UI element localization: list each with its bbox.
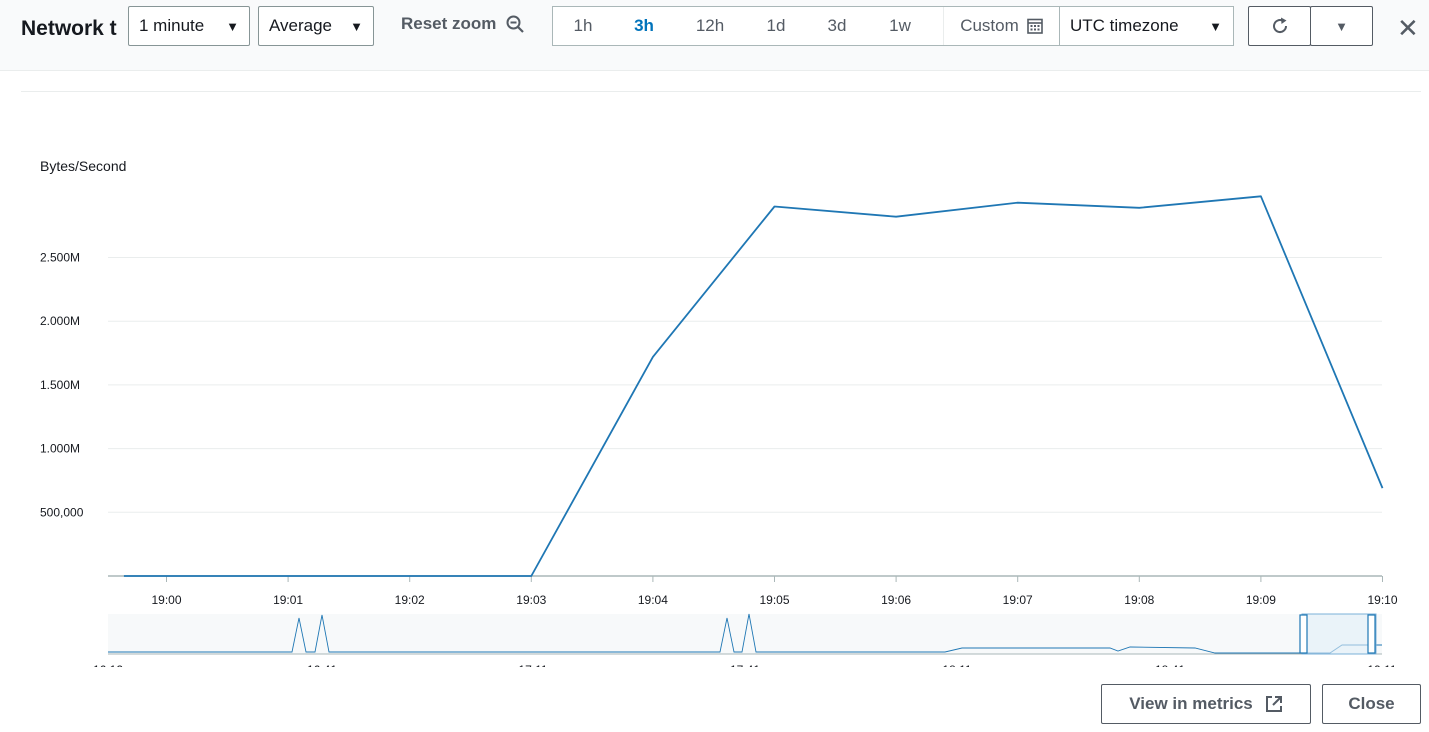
chart-grid [108,257,1382,513]
navigator-label: 18:41 [1155,663,1185,667]
y-tick-label: 500,000 [40,505,84,519]
navigator-right-handle[interactable] [1367,614,1376,654]
navigator-label: 16:12 [93,663,123,667]
x-tick-label: 19:05 [759,593,789,607]
modal-footer: View in metrics Close [0,667,1429,732]
x-axis-ticks: 19:00 19:01 19:02 19:03 19:04 19:05 19:06 19:07… [151,576,1398,607]
time-range-selector: 1h 3h 12h 1d 3d 1w Custom UTC timezone ▼ [552,6,1234,46]
x-tick-label: 19:08 [1124,593,1154,607]
x-tick-label: 19:09 [1246,593,1276,607]
modal-title: Network t [21,17,117,40]
overview-navigator[interactable]: 16:12 16:41 17:11 17:41 18:11 18:41 19:11 [93,613,1397,667]
range-12h[interactable]: 12h [695,16,725,35]
zoom-out-icon [506,15,525,33]
navigator-labels: 16:12 16:41 17:11 17:41 18:11 18:41 19:11 [93,663,1397,667]
x-tick-label: 19:02 [395,593,425,607]
modal-header: Network t 1 minute ▼ Average ▼ Reset zoo… [0,0,1429,71]
external-link-icon [1265,696,1282,712]
y-tick-label: 1.000M [40,442,80,456]
navigator-label: 19:11 [1367,663,1396,667]
refresh-options-button[interactable]: ▼ [1310,6,1373,46]
timezone-value: UTC timezone [1070,16,1179,35]
navigator-label: 17:41 [730,663,760,667]
period-select-value: 1 minute [139,16,205,35]
divider [21,91,1421,92]
x-tick-label: 19:00 [151,593,181,607]
calendar-icon [1026,18,1043,34]
series-line [123,195,1384,577]
statistic-select[interactable]: Average ▼ [258,6,374,46]
close-button[interactable]: Close [1322,684,1421,724]
metric-chart[interactable]: Bytes/Second 500,000 1.000M 1.500M 2.000M 2.… [0,140,1429,667]
navigator-label: 18:11 [942,663,971,667]
close-icon[interactable]: ✕ [1397,13,1419,43]
navigator-label: 16:41 [307,663,337,667]
caret-down-icon: ▼ [1335,18,1348,34]
period-select[interactable]: 1 minute ▼ [128,6,250,46]
caret-down-icon: ▼ [350,18,363,34]
refresh-button[interactable] [1248,6,1311,46]
custom-range-button[interactable]: Custom [943,7,1059,45]
y-axis-label: Bytes/Second [40,158,126,174]
view-in-metrics-label: View in metrics [1129,694,1253,713]
x-tick-label: 19:01 [273,593,303,607]
range-1h[interactable]: 1h [573,16,593,35]
range-1w[interactable]: 1w [889,16,911,35]
y-tick-label: 2.500M [40,251,80,265]
navigator-left-handle[interactable] [1299,614,1308,654]
y-tick-label: 1.500M [40,378,80,392]
x-tick-label: 19:03 [516,593,546,607]
range-3h[interactable]: 3h [634,16,654,35]
statistic-select-value: Average [269,16,333,35]
x-tick-label: 19:10 [1367,593,1397,607]
navigator-label: 17:11 [518,663,547,667]
reset-zoom-button[interactable]: Reset zoom [401,14,525,34]
chart-series [123,195,1384,577]
y-tick-label: 2.000M [40,314,80,328]
caret-down-icon: ▼ [226,18,239,34]
timezone-select[interactable]: UTC timezone ▼ [1059,7,1234,45]
reset-zoom-label: Reset zoom [401,14,497,33]
view-in-metrics-button[interactable]: View in metrics [1101,684,1311,724]
x-tick-label: 19:04 [638,593,668,607]
custom-range-label: Custom [960,16,1019,35]
range-3d[interactable]: 3d [827,16,847,35]
range-1d[interactable]: 1d [766,16,786,35]
x-tick-label: 19:07 [1003,593,1033,607]
y-axis-ticks: 500,000 1.000M 1.500M 2.000M 2.500M [40,251,84,520]
navigator-selection[interactable] [1301,613,1377,655]
x-tick-label: 19:06 [881,593,911,607]
refresh-icon [1272,17,1287,34]
navigator-series-line [108,613,1382,654]
caret-down-icon: ▼ [1209,18,1222,34]
